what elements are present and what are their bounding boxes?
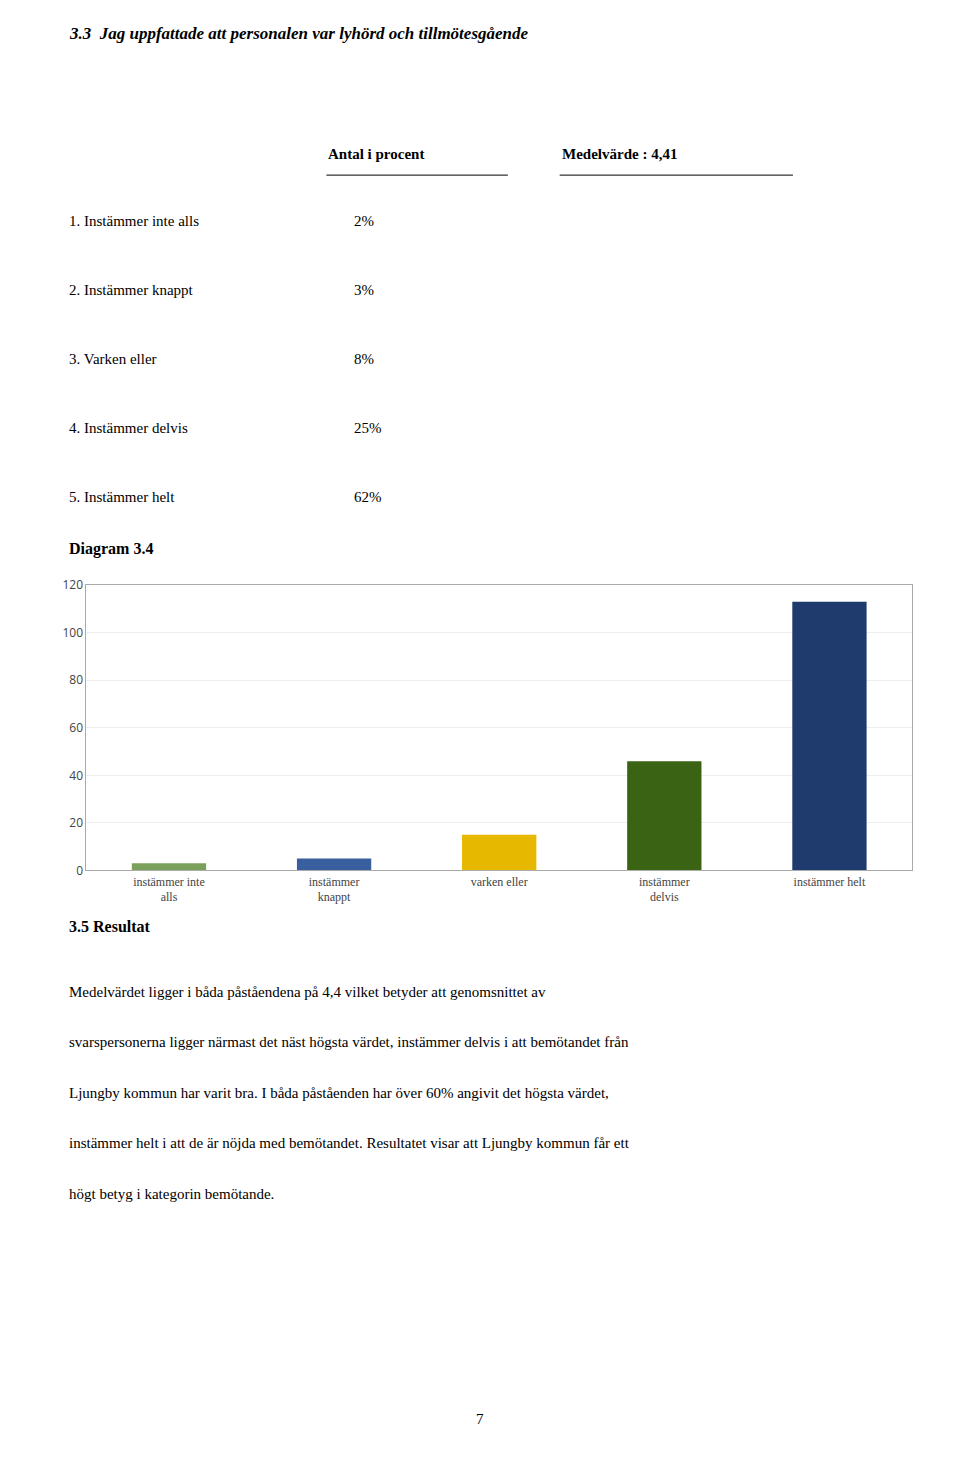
svg-text:2. Instämmer knappt: 2. Instämmer knappt: [69, 282, 194, 298]
svg-text:3. Varken eller: 3. Varken eller: [69, 351, 157, 367]
svg-text:20: 20: [69, 814, 83, 831]
svg-text:100: 100: [62, 624, 83, 641]
svg-text:8%: 8%: [354, 351, 374, 367]
svg-text:3.3 Jag uppfattade att person: 3.3 Jag uppfattade att personalen var ly…: [69, 24, 529, 43]
svg-text:1. Instämmer inte alls: 1. Instämmer inte alls: [69, 213, 199, 229]
svg-text:60: 60: [69, 719, 83, 736]
svg-text:Medelvärde : 4,41: Medelvärde : 4,41: [562, 146, 677, 162]
svg-text:Antal i procent: Antal i procent: [328, 146, 424, 162]
svg-text:instämmer helt i att de är nöj: instämmer helt i att de är nöjda med bem…: [69, 1135, 630, 1151]
svg-text:varken eller: varken eller: [471, 875, 528, 889]
svg-text:instämmerdelvis: instämmerdelvis: [639, 875, 690, 905]
svg-text:80: 80: [69, 671, 83, 688]
svg-text:7: 7: [476, 1411, 484, 1427]
svg-text:Ljungby kommun har varit bra.: Ljungby kommun har varit bra. I båda pås…: [69, 1085, 609, 1101]
svg-text:Diagram 3.4: Diagram 3.4: [69, 540, 153, 558]
svg-text:2%: 2%: [354, 213, 374, 229]
svg-text:5. Instämmer helt: 5. Instämmer helt: [69, 489, 175, 505]
svg-text:4. Instämmer delvis: 4. Instämmer delvis: [69, 420, 188, 436]
svg-text:högt betyg i kategorin bemötan: högt betyg i kategorin bemötande.: [69, 1186, 274, 1202]
svg-text:25%: 25%: [354, 420, 382, 436]
svg-text:0: 0: [76, 862, 83, 879]
svg-text:instämmerknappt: instämmerknappt: [309, 875, 360, 905]
svg-text:3%: 3%: [354, 282, 374, 298]
svg-text:instämmer intealls: instämmer intealls: [133, 875, 205, 905]
svg-text:62%: 62%: [354, 489, 382, 505]
svg-text:3.5 Resultat: 3.5 Resultat: [69, 918, 151, 935]
svg-text:Medelvärdet ligger i båda påst: Medelvärdet ligger i båda påståendena på…: [69, 984, 546, 1000]
svg-text:instämmer helt: instämmer helt: [794, 875, 866, 889]
svg-text:svarspersonerna ligger närmast: svarspersonerna ligger närmast det näst …: [69, 1034, 629, 1050]
svg-text:40: 40: [69, 767, 83, 784]
svg-text:120: 120: [62, 576, 83, 593]
